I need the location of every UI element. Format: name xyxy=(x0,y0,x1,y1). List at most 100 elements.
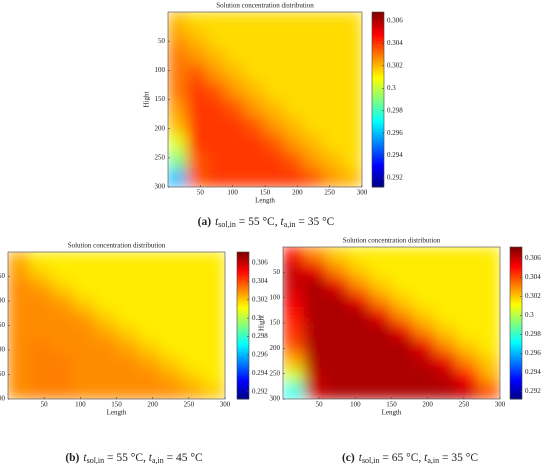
colorbar-step xyxy=(510,338,522,341)
heatmap-cell xyxy=(29,354,52,371)
heatmap-cell xyxy=(159,383,183,399)
heatmap-cell xyxy=(181,266,204,282)
heatmap-cell xyxy=(225,99,247,118)
colorbar-step xyxy=(237,312,249,315)
heatmap-cell xyxy=(303,46,324,65)
y-tick-label: 200 xyxy=(270,344,281,352)
colorbar-step xyxy=(372,117,384,120)
colorbar-step xyxy=(372,112,384,116)
heatmap-cell xyxy=(325,307,349,324)
caption-sub: a,in xyxy=(284,220,296,229)
colorbar-step xyxy=(372,114,384,118)
caption-sub: a,in xyxy=(152,456,164,465)
colorbar-step xyxy=(372,55,384,59)
x-axis-label: Length xyxy=(382,409,402,417)
colorbar-tick-label: 0.3 xyxy=(525,311,534,319)
colorbar-step xyxy=(510,347,522,351)
heatmap-cell xyxy=(50,310,74,326)
heatmap-cell xyxy=(94,266,117,282)
x-tick-label: 250 xyxy=(184,401,195,409)
heatmap-cell xyxy=(225,116,247,135)
x-tick-label: 300 xyxy=(357,189,368,197)
x-tick-label: 200 xyxy=(422,401,433,409)
colorbar-tick-label: 0.3 xyxy=(252,314,261,322)
colorbar-step xyxy=(237,347,249,350)
heatmap-cell xyxy=(412,261,436,278)
heatmap-cell xyxy=(29,383,52,399)
heatmap-cell xyxy=(186,134,208,153)
heatmap-cell xyxy=(322,81,344,100)
heatmap-cell xyxy=(264,46,285,65)
colorbar-step xyxy=(237,387,249,391)
caption-label: (a) xyxy=(198,216,212,228)
colorbar-step xyxy=(237,354,249,358)
heatmap-cell xyxy=(322,64,344,83)
x-tick-label: 100 xyxy=(227,189,238,197)
heatmap-cell xyxy=(186,116,208,135)
heatmap-cell xyxy=(137,280,161,297)
heatmap-cell xyxy=(72,383,96,399)
colorbar-step xyxy=(510,372,522,375)
heatmap-cell xyxy=(325,247,349,263)
colorbar-step xyxy=(237,375,249,378)
heatmap-cell xyxy=(245,46,266,65)
heatmap-cell xyxy=(412,247,436,263)
colorbar-step xyxy=(237,362,249,365)
heatmap-cell xyxy=(181,354,204,371)
caption-text: = 65 °C, xyxy=(380,452,425,464)
colorbar-step xyxy=(372,97,384,100)
heatmap-cell xyxy=(29,339,52,356)
heatmap-cell xyxy=(137,325,161,341)
colorbar-step xyxy=(372,90,384,94)
colorbar-step xyxy=(237,253,249,257)
caption-var: t xyxy=(280,216,284,228)
heatmap-cell xyxy=(347,368,371,385)
heatmap-cell xyxy=(434,307,458,324)
heatmap-cell xyxy=(456,337,479,354)
colorbar-step xyxy=(372,152,384,155)
heatmap-cell xyxy=(116,354,139,371)
colorbar-step xyxy=(372,49,384,52)
colorbar-step xyxy=(237,290,249,293)
heatmap-cell xyxy=(137,266,161,282)
heatmap-cell xyxy=(369,337,392,354)
heatmap-cell xyxy=(50,354,74,371)
heatmap-cell xyxy=(8,310,31,326)
colorbar-step xyxy=(237,288,249,292)
colorbar-step xyxy=(510,395,522,398)
colorbar-step xyxy=(510,283,522,286)
heatmap-cell xyxy=(283,29,305,48)
colorbar-step xyxy=(510,343,522,347)
x-tick-label: 250 xyxy=(324,189,335,197)
x-tick-label: 50 xyxy=(41,401,49,409)
heatmap-cell xyxy=(434,368,458,385)
colorbar-step xyxy=(510,336,522,339)
colorbar-step xyxy=(510,345,522,349)
heatmap-cell xyxy=(116,280,139,297)
heatmap-cell xyxy=(264,134,285,153)
heatmap-cell xyxy=(72,310,96,326)
heatmap-cell xyxy=(225,81,247,100)
y-tick-label: 200 xyxy=(155,124,166,132)
colorbar-step xyxy=(237,296,249,299)
y-tick-label: 50 xyxy=(158,37,166,45)
colorbar-step xyxy=(510,393,522,396)
heatmap-cell xyxy=(29,280,52,297)
colorbar-step xyxy=(372,101,384,105)
heatmap-cell xyxy=(304,247,327,263)
heatmap-field xyxy=(8,252,225,399)
heatmap-cell xyxy=(186,12,208,30)
colorbar-step xyxy=(237,303,249,306)
heatmap-field xyxy=(283,247,500,399)
heatmap-cell xyxy=(8,369,31,385)
caption-var: t xyxy=(215,216,219,228)
heatmap-cell xyxy=(181,369,204,385)
colorbar-tick-label: 0.304 xyxy=(252,277,268,285)
colorbar-step xyxy=(237,264,249,268)
colorbar-step xyxy=(510,351,522,354)
heatmap-cell xyxy=(94,383,117,399)
colorbar-step xyxy=(237,281,249,284)
heatmap-cell xyxy=(412,276,436,294)
heatmap-cell xyxy=(456,383,479,399)
colorbar-step xyxy=(237,285,249,288)
